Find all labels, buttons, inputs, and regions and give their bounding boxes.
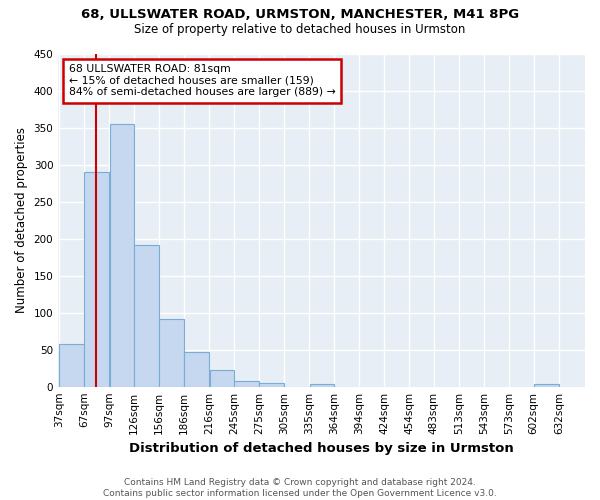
Bar (110, 124, 134, 386)
X-axis label: Distribution of detached houses by size in Urmston: Distribution of detached houses by size … (129, 442, 514, 455)
Text: 68 ULLSWATER ROAD: 81sqm
← 15% of detached houses are smaller (159)
84% of semi-: 68 ULLSWATER ROAD: 81sqm ← 15% of detach… (69, 64, 335, 97)
Bar (310, 384, 334, 386)
Y-axis label: Number of detached properties: Number of detached properties (15, 128, 28, 314)
Text: Size of property relative to detached houses in Urmston: Size of property relative to detached ho… (134, 22, 466, 36)
Bar (85, 172, 109, 386)
Bar (209, 370, 233, 386)
Text: Contains HM Land Registry data © Crown copyright and database right 2024.
Contai: Contains HM Land Registry data © Crown c… (103, 478, 497, 498)
Bar (534, 384, 559, 386)
Bar (184, 352, 209, 386)
Bar (259, 383, 284, 386)
Bar (234, 381, 259, 386)
Bar (159, 320, 184, 386)
Text: 68, ULLSWATER ROAD, URMSTON, MANCHESTER, M41 8PG: 68, ULLSWATER ROAD, URMSTON, MANCHESTER,… (81, 8, 519, 20)
Bar (134, 244, 159, 386)
Bar (59, 344, 84, 387)
